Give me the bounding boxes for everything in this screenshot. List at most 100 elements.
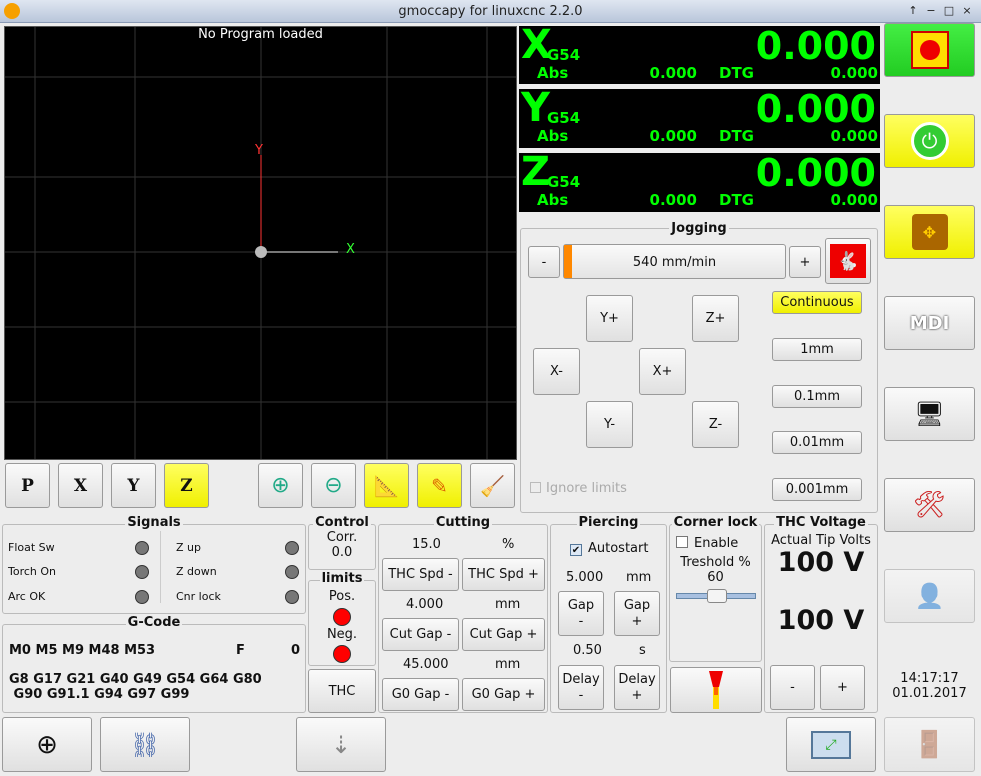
dro-coordinate-system: G54 — [547, 173, 581, 191]
keep-above-button[interactable]: ↑ — [908, 4, 918, 17]
jog-y-plus[interactable]: Y+ — [586, 295, 633, 342]
voltage-decrease[interactable]: - — [770, 665, 815, 710]
threshold-value: 60 — [707, 570, 724, 585]
dro-y[interactable]: Y G54 0.000 Abs 0.000 DTG 0.000 — [519, 85, 880, 148]
dtg-value: 0.000 — [830, 191, 878, 209]
exit-button: 🚪 — [884, 717, 975, 772]
autostart-checkbox[interactable]: ✔ Autostart — [570, 541, 648, 556]
signal-z-down-label: Z down — [176, 565, 217, 578]
g0-gap-increase[interactable]: G0 Gap + — [462, 678, 545, 711]
dro-coordinate-system: G54 — [547, 109, 581, 127]
voltage-increase[interactable]: + — [820, 665, 865, 710]
checkmark-icon: ✔ — [570, 544, 582, 556]
jog-x-plus[interactable]: X+ — [639, 348, 686, 395]
view-p-label: P — [21, 475, 34, 496]
thc-speed-unit: % — [502, 537, 515, 552]
thc-voltage-frame: THC Voltage Actual Tip Volts 100 V 100 V — [764, 515, 878, 713]
signal-arc-ok-label: Arc OK — [8, 590, 46, 603]
pierce-gap-increase[interactable]: Gap + — [614, 591, 660, 636]
cut-gap-value: 4.000 — [406, 597, 444, 612]
abs-label: Abs — [537, 64, 569, 82]
pierce-gap-decrease[interactable]: Gap - — [558, 591, 604, 636]
actual-tip-volts-label: Actual Tip Volts — [771, 533, 871, 548]
maximize-button[interactable]: □ — [943, 4, 955, 17]
auto-mode-button[interactable]: 🖥 — [884, 387, 975, 441]
increment-0.001mm[interactable]: 0.001mm — [772, 478, 862, 501]
clear-plot-button[interactable]: 🧹 — [470, 463, 515, 508]
active-gcodes-line1: G8 G17 G21 G40 G49 G54 G64 G80 — [9, 672, 262, 687]
pierce-gap-value: 5.000 — [566, 570, 604, 585]
dro-axis-letter: Z — [521, 149, 551, 195]
ignore-limits-checkbox[interactable]: Ignore limits — [530, 481, 627, 496]
pierce-delay-increase[interactable]: Delay + — [614, 665, 660, 710]
jog-x-minus[interactable]: X- — [533, 348, 580, 395]
limits-frame: limits Pos. Neg. — [308, 571, 376, 666]
zoom-out-button[interactable]: ⊖ — [311, 463, 356, 508]
mdi-mode-button[interactable]: MDI — [884, 296, 975, 350]
y-axis-label: Y — [255, 143, 263, 158]
crosshair-icon: ⊕ — [36, 729, 58, 760]
jog-speed-decrease[interactable]: - — [528, 246, 560, 278]
dro-coordinate-system: G54 — [547, 46, 581, 64]
cutting-title: Cutting — [433, 515, 493, 530]
gcode-preview[interactable]: No Program loaded Y X — [4, 26, 517, 460]
fullscreen-icon: ⤢ — [811, 730, 851, 759]
tool-path-button[interactable]: ✎ — [417, 463, 462, 508]
abs-value: 0.000 — [649, 191, 697, 209]
view-x-button[interactable]: X — [58, 463, 103, 508]
fullscreen-button[interactable]: ⤢ — [786, 717, 876, 772]
pencil-icon: ✎ — [431, 473, 448, 498]
jog-y-minus[interactable]: Y- — [586, 401, 633, 448]
minimize-button[interactable]: − — [926, 4, 936, 17]
program-status: No Program loaded — [198, 27, 323, 42]
view-p-button[interactable]: P — [5, 463, 50, 508]
increment-0.1mm[interactable]: 0.1mm — [772, 385, 862, 408]
increment-continuous[interactable]: Continuous — [772, 291, 862, 314]
machine-power-button[interactable]: ⏻ — [884, 114, 975, 168]
corner-lock-enable-checkbox[interactable]: Enable — [676, 536, 738, 551]
jog-speed-slider[interactable]: 540 mm/min — [563, 244, 786, 279]
jog-z-plus[interactable]: Z+ — [692, 295, 739, 342]
signals-divider — [160, 531, 161, 603]
thc-button[interactable]: THC — [308, 669, 376, 713]
slider-handle[interactable] — [707, 589, 727, 603]
settings-button[interactable]: 🛠 — [884, 478, 975, 532]
signal-torch-on-label: Torch On — [8, 565, 57, 578]
gcode-title: G-Code — [125, 615, 183, 630]
active-gcodes-line2: G90 G91.1 G94 G97 G99 — [9, 687, 190, 702]
control-frame: Control Corr. 0.0 — [308, 515, 376, 570]
zoom-in-button[interactable]: ⊕ — [258, 463, 303, 508]
cut-gap-unit: mm — [495, 597, 521, 612]
feed-value: 0 — [291, 643, 301, 658]
dro-x[interactable]: X G54 0.000 Abs 0.000 DTG 0.000 — [519, 22, 880, 84]
checkbox-box — [530, 482, 541, 493]
dro-z[interactable]: Z G54 0.000 Abs 0.000 DTG 0.000 — [519, 149, 880, 212]
jog-speed-increase[interactable]: + — [789, 246, 821, 278]
cut-gap-increase[interactable]: Cut Gap + — [462, 618, 545, 651]
cut-gap-decrease[interactable]: Cut Gap - — [382, 618, 459, 651]
clock-date: 01.01.2017 — [892, 686, 967, 701]
jog-z-minus[interactable]: Z- — [692, 401, 739, 448]
ignore-limits-label: Ignore limits — [546, 481, 627, 496]
increment-1mm[interactable]: 1mm — [772, 338, 862, 361]
threshold-slider[interactable] — [676, 589, 756, 603]
torch-button[interactable] — [670, 667, 762, 713]
tool-change-button[interactable]: ⇣ — [296, 717, 386, 772]
touch-off-button[interactable]: ⊕ — [2, 717, 92, 772]
abs-label: Abs — [537, 191, 569, 209]
g0-gap-decrease[interactable]: G0 Gap - — [382, 678, 459, 711]
close-button[interactable]: × — [962, 4, 972, 17]
zoom-in-icon: ⊕ — [271, 473, 290, 498]
tool-offsets-button[interactable]: ⛓ — [100, 717, 190, 772]
window-title: gmoccapy for linuxcnc 2.2.0 — [398, 4, 583, 19]
dimensions-button[interactable]: 📐 — [364, 463, 409, 508]
increment-0.01mm[interactable]: 0.01mm — [772, 431, 862, 454]
pierce-delay-decrease[interactable]: Delay - — [558, 665, 604, 710]
thc-speed-decrease[interactable]: THC Spd - — [382, 558, 459, 591]
thc-speed-increase[interactable]: THC Spd + — [462, 558, 545, 591]
view-z-button[interactable]: Z — [164, 463, 209, 508]
view-y-button[interactable]: Y — [111, 463, 156, 508]
manual-mode-button[interactable]: ✥ — [884, 205, 975, 259]
turtle-rabbit-button[interactable]: 🐇 — [825, 238, 871, 284]
estop-button[interactable] — [884, 23, 975, 77]
